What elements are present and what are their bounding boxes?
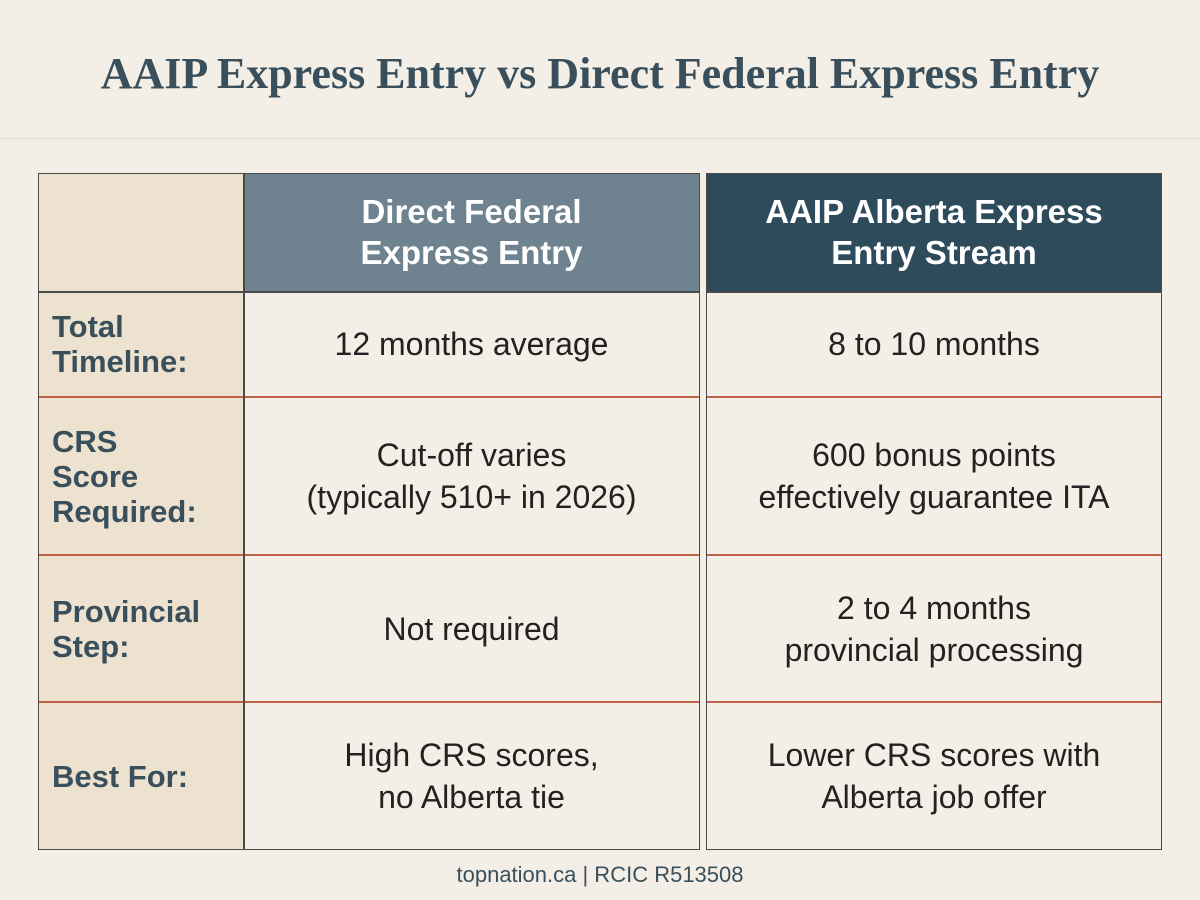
text-line: Entry Stream (831, 234, 1037, 271)
row-separator (706, 701, 1162, 703)
header-cell: AAIP Alberta Express Entry Stream (706, 173, 1162, 291)
text-line: Timeline: (52, 344, 188, 379)
table-cell: Cut-off varies (typically 510+ in 2026) (243, 397, 700, 555)
title: AAIP Express Entry vs Direct Federal Exp… (100, 49, 1100, 98)
table-cell: High CRS scores, no Alberta tie (243, 702, 700, 850)
text-line: Lower CRS scores with (767, 737, 1101, 773)
table-cell: 8 to 10 months (706, 291, 1162, 397)
header-line (706, 291, 1162, 293)
text-line: CRS (52, 423, 118, 459)
row-separator (38, 554, 700, 556)
table-cell: 2 to 4 months provincial processing (706, 555, 1162, 702)
text-line: 12 months average (334, 326, 609, 362)
text-line: 8 to 10 months (828, 326, 1040, 362)
text-line: provincial processing (784, 631, 1084, 668)
table-cell: 600 bonus points effectively guarantee IT… (706, 397, 1162, 555)
row-separator (706, 554, 1162, 556)
text-line: no Alberta tie (378, 779, 565, 815)
text-line: Direct Federal (361, 193, 582, 230)
footer: topnation.ca | RCIC R513508 (456, 862, 744, 887)
corner-cell (38, 173, 243, 291)
row-separator (706, 396, 1162, 398)
table-cell: Lower CRS scores with Alberta job offer (706, 702, 1162, 850)
text-line: Not required (383, 610, 560, 647)
text-line: Provincial (52, 593, 201, 629)
divider (0, 138, 1200, 139)
table-frame (38, 173, 700, 850)
text-line: (typically 510+ in 2026) (306, 479, 637, 515)
text-line: High CRS scores, (344, 737, 599, 773)
column-line (243, 173, 245, 850)
row-separator (38, 396, 700, 398)
text-line: Alberta job offer (821, 779, 1047, 815)
text-line: Step: (52, 628, 130, 664)
header-cell: Direct Federal Express Entry (243, 173, 700, 291)
row-label: Provincial Step: (38, 555, 243, 702)
row-label: CRS Score Required: (38, 397, 243, 555)
row-label: Total Timeline: (38, 291, 243, 397)
table-frame (706, 173, 1162, 850)
text-line: Total (52, 309, 124, 344)
table-cell: 12 months average (243, 291, 700, 397)
text-line: Express Entry (360, 234, 583, 271)
text-line: Best For: (52, 758, 189, 794)
text-line: 2 to 4 months (837, 589, 1031, 626)
row-label: Best For: (38, 702, 243, 850)
text-line: Score (52, 458, 139, 494)
row-separator (38, 701, 700, 703)
text-line: Cut-off varies (376, 437, 567, 473)
text-line: 600 bonus points (812, 437, 1056, 473)
header-line (38, 291, 700, 293)
text-line: effectively guarantee ITA (758, 479, 1110, 515)
text-line: AAIP Alberta Express (765, 193, 1103, 230)
table-cell: Not required (243, 555, 700, 702)
text-line: Required: (52, 493, 197, 529)
